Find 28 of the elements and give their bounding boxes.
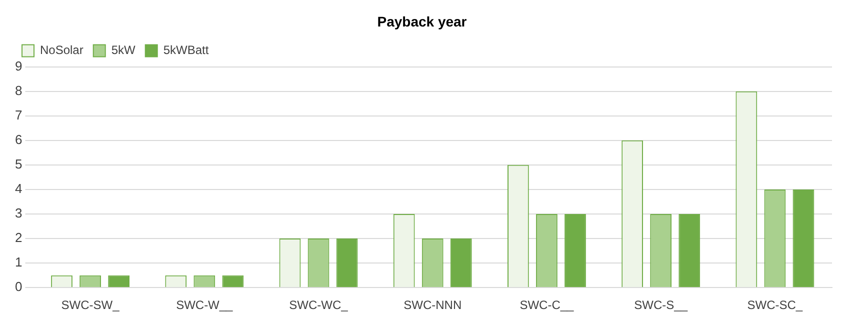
x-tick-label: SWC-W__: [176, 298, 234, 312]
legend-label: 5kW: [111, 43, 136, 58]
x-tick-label: SWC-NNN: [404, 298, 462, 312]
y-tick-label: 4: [14, 181, 22, 196]
y-tick-label: 5: [14, 156, 22, 172]
x-tick-label: SWC-S__: [634, 298, 688, 312]
x-tick-label: SWC-SW_: [61, 298, 120, 312]
bar: [678, 214, 700, 288]
legend-label: NoSolar: [40, 43, 84, 58]
bar: [564, 214, 586, 288]
bar: [222, 275, 244, 288]
y-tick-label: 7: [14, 107, 22, 122]
y-tick-label: 9: [14, 58, 22, 74]
bar: [450, 238, 472, 288]
y-tick-label: 2: [14, 230, 22, 246]
bar: [336, 238, 358, 288]
legend-label: 5kWBatt: [163, 43, 210, 58]
y-tick-label: 1: [14, 254, 22, 270]
y-tick-label: 0: [14, 279, 22, 294]
x-tick-label: SWC-WC_: [289, 298, 348, 312]
y-tick-label: 8: [14, 82, 22, 98]
bar: [108, 275, 130, 288]
y-tick-label: 6: [14, 132, 22, 147]
x-tick-label: SWC-SC_: [747, 298, 803, 312]
bar: [792, 189, 814, 288]
chart-title: Payback year: [377, 13, 468, 30]
y-tick-label: 3: [14, 206, 22, 221]
x-tick-label: SWC-C__: [520, 298, 574, 312]
